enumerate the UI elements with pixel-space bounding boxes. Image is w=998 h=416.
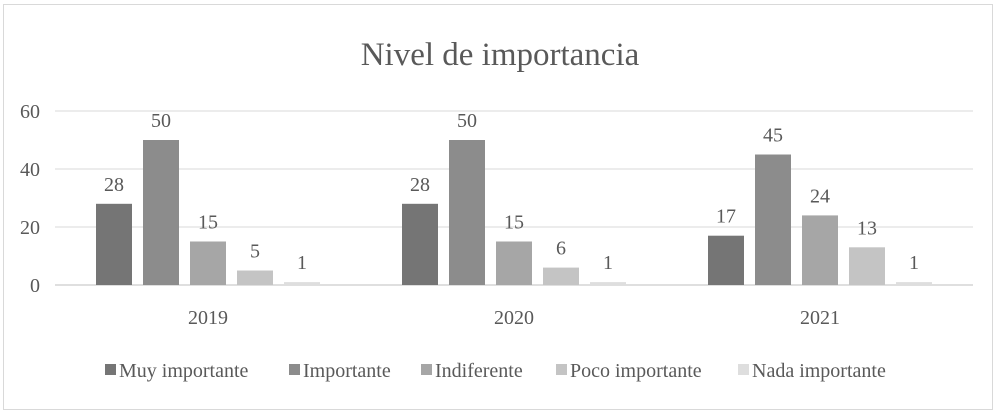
legend-swatch [421, 364, 432, 375]
bar-2021-3 [849, 247, 885, 285]
data-label: 28 [104, 174, 124, 196]
data-label: 1 [909, 252, 919, 274]
data-label: 13 [857, 217, 877, 239]
data-label: 15 [198, 212, 218, 234]
bar-2020-1 [449, 140, 485, 285]
legend-swatch [738, 364, 749, 375]
x-tick-label: 2021 [800, 307, 840, 329]
legend-swatch [556, 364, 567, 375]
data-labels: 28 50 15 5 1 28 50 15 6 1 17 45 24 13 1 [104, 110, 919, 274]
bar-2020-2 [496, 241, 532, 285]
bar-2019-3 [237, 270, 273, 285]
data-label: 50 [457, 110, 477, 132]
bar-2020-4 [590, 282, 626, 285]
data-label: 45 [763, 125, 783, 147]
bar-2021-4 [896, 282, 932, 285]
legend-label: Muy importante [119, 360, 249, 382]
bar-2019-2 [190, 241, 226, 285]
data-label: 17 [716, 206, 736, 228]
bar-2019-4 [284, 282, 320, 285]
legend: Muy importante Importante Indiferente Poco … [105, 360, 886, 382]
y-tick-label: 20 [20, 217, 40, 239]
bar-2021-1 [755, 154, 791, 285]
bar-2020-0 [402, 203, 438, 285]
legend-label: Nada importante [752, 360, 886, 382]
data-label: 24 [810, 185, 830, 207]
legend-label: Indiferente [435, 360, 523, 382]
bar-2021-2 [802, 215, 838, 285]
data-label: 5 [250, 241, 260, 263]
bar-2021-0 [708, 235, 744, 285]
data-label: 1 [297, 252, 307, 274]
y-tick-label: 40 [20, 159, 40, 181]
bar-2019-0 [96, 203, 132, 285]
data-label: 50 [151, 110, 171, 132]
legend-label: Poco importante [570, 360, 702, 382]
bars [96, 140, 932, 285]
legend-swatch [289, 364, 300, 375]
legend-swatch [105, 364, 116, 375]
data-label: 1 [603, 252, 613, 274]
y-tick-label: 0 [30, 275, 40, 297]
data-label: 6 [556, 238, 566, 260]
y-axis-ticks: 0 20 40 60 [20, 101, 40, 297]
chart-title: Nivel de importancia [361, 37, 640, 73]
bar-2019-1 [143, 140, 179, 285]
bar-2020-3 [543, 267, 579, 285]
legend-label: Importante [303, 360, 391, 382]
x-tick-label: 2020 [494, 307, 534, 329]
data-label: 15 [504, 212, 524, 234]
y-tick-label: 60 [20, 101, 40, 123]
data-label: 28 [410, 174, 430, 196]
x-axis-ticks: 2019 2020 2021 [188, 307, 840, 329]
x-tick-label: 2019 [188, 307, 228, 329]
